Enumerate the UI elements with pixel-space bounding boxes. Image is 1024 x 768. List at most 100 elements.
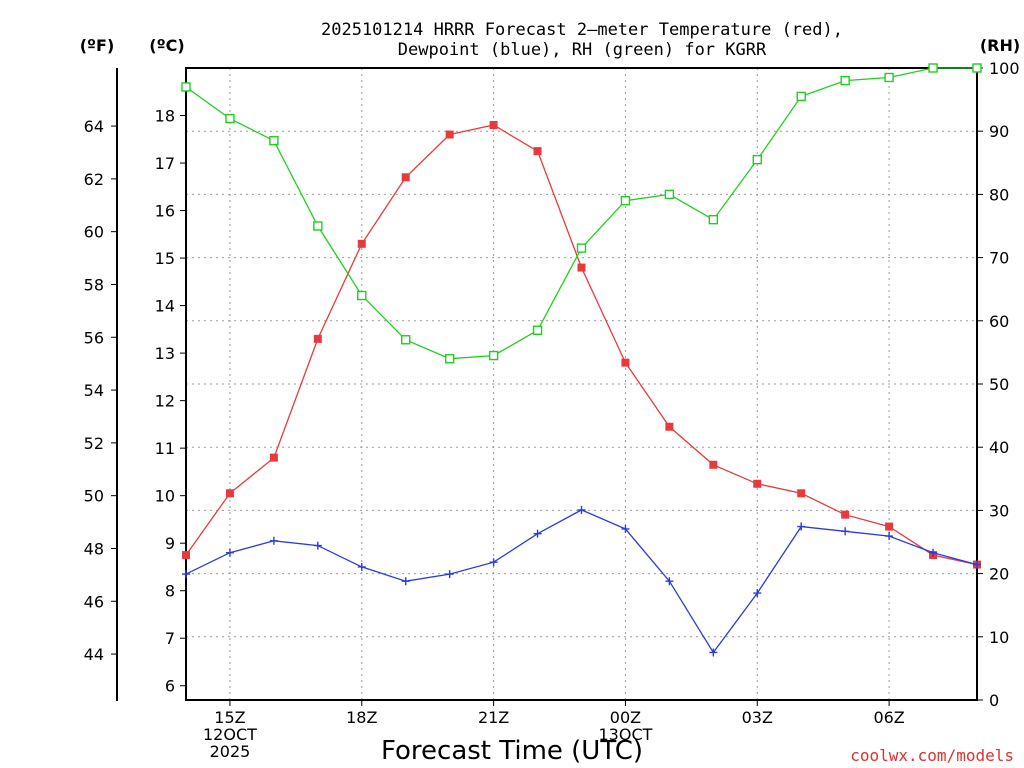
- grid-lines: [186, 68, 977, 700]
- celsius-tick-label: 18: [155, 107, 175, 126]
- rh-line: [185, 67, 977, 360]
- data-series: [181, 63, 982, 657]
- temperature-point: [313, 334, 322, 343]
- temperature-point: [533, 147, 542, 156]
- rh-point: [444, 354, 455, 364]
- tick-labels: 6 7 8 9 10 11 12 13 14 15 16 17 18 44 46 48 50 52 54 56 58 60…: [84, 59, 1020, 761]
- rh-point: [532, 325, 543, 335]
- rh-point: [664, 189, 675, 200]
- fahrenheit-tick-label: 46: [84, 592, 104, 611]
- rh-tick-label: 60: [989, 312, 1009, 331]
- celsius-tick-label: 7: [165, 629, 175, 648]
- temperature-point: [797, 489, 806, 498]
- temperature-point: [885, 522, 894, 531]
- x-axis-label: Forecast Time (UTC): [381, 736, 643, 766]
- fahrenheit-axis-unit: (ºF): [80, 36, 115, 55]
- temperature-point: [665, 422, 674, 431]
- fahrenheit-tick-label: 56: [84, 328, 104, 347]
- rh-tick-label: 20: [989, 565, 1009, 584]
- temperature-point: [841, 510, 850, 519]
- dewpoint-point: [709, 648, 718, 657]
- rh-point: [796, 91, 806, 102]
- rh-point: [225, 113, 235, 124]
- rh-point: [181, 82, 191, 92]
- rh-tick-label: 70: [989, 249, 1009, 268]
- fahrenheit-tick-label: 52: [84, 434, 104, 453]
- fahrenheit-tick-label: 60: [84, 223, 104, 242]
- dewpoint-point: [401, 577, 410, 586]
- temperature-point: [269, 453, 278, 462]
- dewpoint-point: [225, 548, 234, 557]
- rh-tick-label: 0: [989, 691, 999, 710]
- dewpoint-point: [665, 577, 674, 586]
- dewpoint-point: [841, 527, 850, 536]
- dewpoint-point: [885, 532, 894, 541]
- celsius-tick-label: 12: [155, 392, 175, 411]
- temperature-line: [185, 124, 978, 566]
- temperature-point: [445, 130, 454, 139]
- rh-point: [576, 243, 587, 253]
- temperature-point: [357, 239, 366, 248]
- rh-tick-label: 50: [989, 375, 1009, 394]
- celsius-tick-label: 9: [165, 534, 175, 553]
- rh-point: [884, 72, 894, 83]
- rh-point: [313, 221, 323, 231]
- rh-point: [972, 63, 982, 73]
- rh-point: [620, 196, 631, 206]
- fahrenheit-tick-label: 50: [84, 487, 104, 506]
- x-tick-label: 21Z: [478, 708, 509, 727]
- temperature-point: [401, 173, 410, 182]
- rh-point: [928, 63, 938, 73]
- rh-point: [269, 135, 279, 146]
- rh-point: [840, 75, 850, 86]
- dewpoint-point: [973, 560, 981, 569]
- celsius-tick-label: 15: [155, 249, 175, 268]
- temperature-point: [753, 479, 762, 488]
- celsius-tick-label: 11: [155, 439, 175, 458]
- x-tick-label: 03Z: [742, 708, 773, 727]
- celsius-tick-label: 8: [165, 582, 175, 601]
- celsius-tick-label: 13: [155, 344, 175, 363]
- rh-tick-label: 100: [989, 59, 1020, 78]
- dewpoint-point: [489, 558, 498, 567]
- fahrenheit-tick-label: 58: [84, 275, 104, 294]
- celsius-tick-label: 10: [155, 487, 175, 506]
- dewpoint-point: [621, 524, 630, 533]
- dewpoint-line: [185, 509, 978, 654]
- temperature-point: [577, 263, 586, 272]
- fahrenheit-tick-label: 54: [84, 381, 104, 400]
- x-tick-label: 18Z: [346, 708, 377, 727]
- dewpoint-point: [313, 541, 322, 550]
- dewpoint-point: [753, 589, 762, 598]
- rh-point: [488, 350, 499, 361]
- rh-point: [401, 335, 411, 345]
- rh-point: [357, 290, 367, 301]
- fahrenheit-tick-label: 48: [84, 539, 104, 558]
- dewpoint-point: [269, 536, 278, 545]
- dewpoint-point: [357, 562, 366, 571]
- temperature-point: [709, 460, 718, 469]
- dewpoint-point: [533, 529, 542, 538]
- x-tick-label: 13OCT: [598, 725, 652, 744]
- fahrenheit-tick-label: 62: [84, 170, 104, 189]
- x-tick-label: 00Z: [610, 708, 641, 727]
- dewpoint-point: [445, 570, 454, 579]
- celsius-axis-unit: (ºC): [149, 36, 184, 55]
- rh-tick-label: 30: [989, 501, 1009, 520]
- celsius-tick-label: 17: [155, 154, 175, 173]
- celsius-tick-label: 16: [155, 202, 175, 221]
- x-tick-label: 15Z: [214, 708, 245, 727]
- rh-tick-label: 90: [989, 122, 1009, 141]
- dewpoint-point: [577, 505, 586, 514]
- temperature-point: [489, 121, 498, 130]
- dewpoint-point: [797, 522, 806, 531]
- axes: [111, 67, 983, 706]
- celsius-tick-label: 14: [155, 297, 175, 316]
- chart-title-line-2: Dewpoint (blue), RH (green) for KGRR: [398, 40, 767, 60]
- rh-point: [708, 214, 719, 225]
- rh-tick-label: 10: [989, 628, 1009, 647]
- rh-point: [752, 154, 762, 165]
- rh-axis-unit: (RH): [980, 36, 1020, 55]
- fahrenheit-tick-label: 64: [84, 117, 104, 136]
